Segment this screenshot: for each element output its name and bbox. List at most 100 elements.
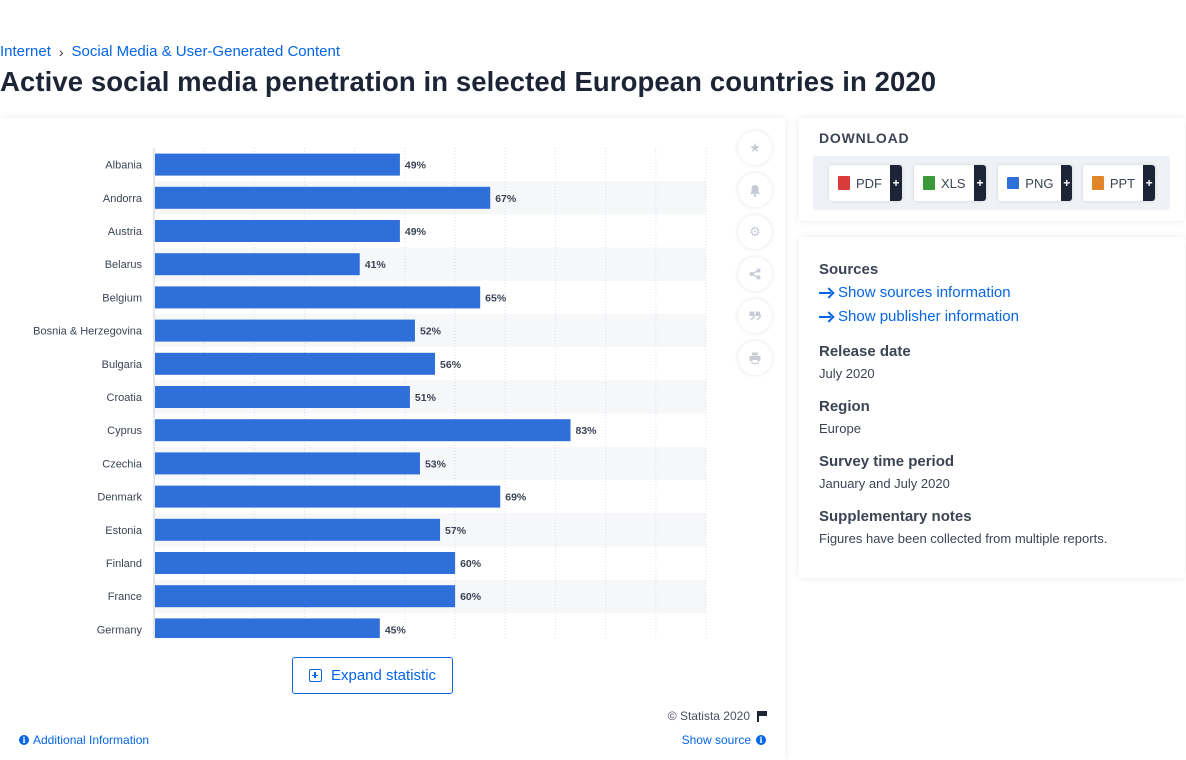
- supplementary-notes-value: Figures have been collected from multipl…: [819, 531, 1108, 546]
- expand-icon: [308, 669, 322, 682]
- value-label: 65%: [485, 292, 507, 304]
- value-label: 52%: [420, 326, 442, 338]
- category-label: Austria: [108, 226, 143, 238]
- value-label: 60%: [460, 591, 482, 603]
- bar: [155, 386, 410, 408]
- category-label: Albania: [105, 160, 143, 172]
- value-label: 57%: [445, 525, 467, 537]
- bar: [155, 585, 456, 608]
- bar: [155, 352, 436, 375]
- supplementary-notes-heading: Supplementary notes: [819, 508, 972, 525]
- category-label: Estonia: [105, 525, 143, 537]
- category-label: Germany: [97, 624, 143, 636]
- value-label: 51%: [415, 392, 437, 404]
- copyright: © Statista 2020: [668, 709, 767, 723]
- download-title: DOWNLOAD: [819, 130, 910, 146]
- plus-icon[interactable]: +: [1061, 165, 1072, 201]
- page-title: Active social media penetration in selec…: [0, 66, 937, 97]
- category-label: Andorra: [103, 193, 143, 205]
- ppt-file-icon: [1092, 176, 1104, 190]
- value-label: 56%: [440, 359, 462, 371]
- bar: [155, 153, 400, 176]
- bar: [155, 186, 491, 209]
- chevron-right-icon: ›: [58, 43, 64, 60]
- category-label: Belgium: [102, 292, 142, 304]
- download-ppt-button[interactable]: PPT +: [1083, 165, 1155, 201]
- release-date-value: July 2020: [819, 366, 875, 381]
- additional-information-link[interactable]: i Additional Information: [19, 733, 149, 747]
- download-card: DOWNLOAD PDF + XLS + PNG + PPT +: [799, 118, 1185, 221]
- plus-icon[interactable]: +: [890, 165, 902, 201]
- breadcrumb-social-media[interactable]: Social Media & User-Generated Content: [71, 43, 341, 60]
- bar-chart: Albania 49% Andorra 67% Austria 49% Belarus 41%…: [33, 148, 707, 638]
- bar: [155, 286, 481, 309]
- info-card: Sources Show sources information Show pu…: [799, 237, 1185, 578]
- value-label: 45%: [385, 624, 407, 636]
- bar: [155, 452, 420, 475]
- region-value: Europe: [819, 421, 861, 436]
- chart-card: Albania 49% Andorra 67% Austria 49% Belarus 41%…: [0, 118, 785, 760]
- value-label: 67%: [495, 193, 517, 205]
- category-label: Denmark: [97, 492, 142, 504]
- region-heading: Region: [819, 398, 870, 415]
- plus-icon[interactable]: +: [1143, 165, 1155, 201]
- download-ppt-label: PPT: [1109, 175, 1136, 191]
- download-pdf-label: PDF: [856, 175, 882, 191]
- additional-information-label: Additional Information: [33, 733, 150, 747]
- plus-icon[interactable]: +: [974, 165, 986, 201]
- bar: [155, 319, 415, 342]
- download-png-button[interactable]: PNG +: [998, 165, 1072, 201]
- show-source-link[interactable]: Show source i: [682, 733, 766, 747]
- png-file-icon: [1007, 177, 1020, 189]
- chart-toolbar: ★ ⚙: [738, 131, 772, 383]
- arrow-right-icon: [819, 288, 833, 298]
- show-source-label: Show source: [681, 733, 751, 747]
- category-label: Finland: [106, 558, 142, 570]
- chart-fade-overlay: [0, 718, 720, 758]
- download-xls-label: XLS: [941, 175, 966, 191]
- show-publisher-label: Show publisher information: [838, 308, 1019, 325]
- value-label: 53%: [425, 458, 447, 470]
- flag-icon[interactable]: [756, 710, 767, 722]
- info-icon: i: [756, 735, 766, 745]
- show-sources-label: Show sources information: [838, 284, 1011, 301]
- show-publisher-link[interactable]: Show publisher information: [819, 308, 1019, 325]
- share-icon[interactable]: [738, 257, 772, 291]
- xls-file-icon: [923, 176, 935, 190]
- bar: [155, 419, 571, 442]
- arrow-right-icon: [819, 312, 833, 322]
- print-icon[interactable]: [738, 341, 772, 375]
- sources-heading: Sources: [819, 261, 879, 278]
- download-pdf-button[interactable]: PDF +: [829, 165, 902, 201]
- bell-icon[interactable]: [738, 173, 772, 207]
- star-icon[interactable]: ★: [738, 131, 772, 165]
- show-sources-link[interactable]: Show sources information: [819, 284, 1011, 301]
- category-label: Cyprus: [107, 425, 142, 437]
- bar: [155, 253, 360, 276]
- survey-period-heading: Survey time period: [819, 453, 955, 470]
- value-label: 69%: [505, 492, 527, 504]
- copyright-text: © Statista 2020: [667, 709, 750, 723]
- bar: [155, 618, 380, 638]
- breadcrumb: Internet › Social Media & User-Generated…: [0, 43, 340, 60]
- release-date-heading: Release date: [819, 343, 911, 360]
- category-label: Bulgaria: [102, 359, 143, 371]
- bar: [155, 485, 501, 508]
- value-label: 41%: [365, 259, 387, 271]
- download-xls-button[interactable]: XLS +: [914, 165, 986, 201]
- expand-statistic-button[interactable]: Expand statistic: [292, 657, 453, 694]
- bar: [155, 552, 456, 574]
- category-label: Croatia: [107, 392, 143, 404]
- category-label: Bosnia & Herzegovina: [33, 326, 143, 338]
- quote-icon[interactable]: [738, 299, 772, 333]
- pdf-file-icon: [838, 176, 850, 190]
- value-label: 83%: [576, 425, 598, 437]
- breadcrumb-internet[interactable]: Internet: [0, 43, 51, 60]
- expand-label: Expand statistic: [330, 667, 437, 684]
- value-label: 60%: [460, 558, 482, 570]
- gear-icon[interactable]: ⚙: [738, 215, 772, 249]
- bar: [155, 220, 400, 242]
- value-label: 49%: [405, 226, 427, 238]
- category-label: Czechia: [102, 458, 143, 470]
